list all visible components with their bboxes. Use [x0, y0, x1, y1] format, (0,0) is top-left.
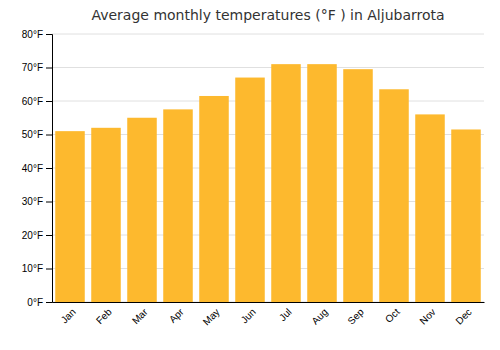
bar [307, 64, 337, 302]
chart: 0°F 10°F 20°F 30°F 40°F 50°F 60°F 70°F 80°F Jan Fe… [0, 0, 500, 350]
tick-label: Apr [167, 306, 186, 325]
tick-mark [46, 101, 52, 102]
tick-label: 50°F [22, 129, 43, 140]
tick-label: 60°F [22, 96, 43, 107]
grid [52, 34, 484, 302]
bar [235, 78, 265, 302]
tick: 60°F [22, 96, 52, 107]
bar [271, 64, 301, 302]
y-axis: 0°F 10°F 20°F 30°F 40°F 50°F 60°F 70°F 80°F [22, 29, 53, 308]
tick-label: 70°F [22, 62, 43, 73]
plot: 0°F 10°F 20°F 30°F 40°F 50°F 60°F 70°F 80°F Jan Fe… [22, 29, 485, 328]
tick-label: Aug [309, 306, 329, 326]
tick: Aug [309, 306, 329, 326]
tick-label: Jan [59, 306, 78, 325]
tick: 0°F [27, 297, 52, 308]
bar [127, 118, 157, 302]
bar [415, 114, 445, 302]
grid-line [52, 67, 484, 68]
tick-label: Jun [239, 306, 258, 325]
tick: Nov [417, 306, 437, 326]
tick-label: 40°F [22, 163, 43, 174]
tick: Apr [167, 306, 186, 325]
tick: Oct [383, 306, 402, 325]
tick: May [201, 306, 222, 327]
axis-line [53, 302, 485, 303]
tick-label: 80°F [22, 29, 43, 40]
bar [199, 96, 229, 302]
tick: Dec [453, 306, 473, 326]
grid-line [52, 34, 484, 35]
tick-label: Nov [417, 306, 437, 326]
tick: Mar [130, 306, 150, 326]
tick: Jun [239, 306, 258, 325]
tick-label: 20°F [22, 230, 43, 241]
tick-label: 10°F [22, 263, 43, 274]
tick: 10°F [22, 263, 52, 274]
tick-label: Jul [277, 306, 294, 323]
tick: 40°F [22, 163, 52, 174]
tick-mark [46, 34, 52, 35]
bar [451, 129, 481, 302]
bar [91, 128, 121, 302]
tick-mark [46, 202, 52, 203]
tick: 50°F [22, 129, 52, 140]
tick-label: 0°F [27, 297, 43, 308]
tick-label: Sep [345, 306, 366, 327]
axis-line [46, 35, 53, 303]
tick: 30°F [22, 196, 52, 207]
bar [163, 109, 193, 302]
tick-mark [46, 302, 52, 303]
bar [379, 89, 409, 302]
bar [55, 131, 85, 302]
tick-label: Oct [383, 306, 402, 325]
tick: 20°F [22, 230, 52, 241]
tick-mark [46, 135, 52, 136]
tick-label: May [201, 306, 222, 327]
tick-mark [46, 68, 52, 69]
tick: 70°F [22, 62, 52, 73]
bar [343, 69, 373, 302]
title: Average monthly temperatures (°F ) in Al… [91, 7, 444, 23]
tick: Jan [59, 306, 78, 325]
tick-mark [46, 269, 52, 270]
tick-label: Feb [94, 306, 114, 326]
tick-label: Mar [130, 306, 150, 326]
x-axis: Jan Feb Mar Apr May Jun Jul Aug Sep Oct Nov Dec [53, 303, 485, 328]
tick: Jul [277, 306, 294, 323]
grid-line [52, 101, 484, 102]
tick: 80°F [22, 29, 52, 40]
bars [55, 64, 481, 302]
tick: Feb [94, 306, 114, 326]
tick-label: 30°F [22, 196, 43, 207]
tick-mark [46, 235, 52, 236]
tick-label: Dec [453, 306, 473, 326]
tick-mark [46, 168, 52, 169]
tick: Sep [345, 306, 366, 327]
